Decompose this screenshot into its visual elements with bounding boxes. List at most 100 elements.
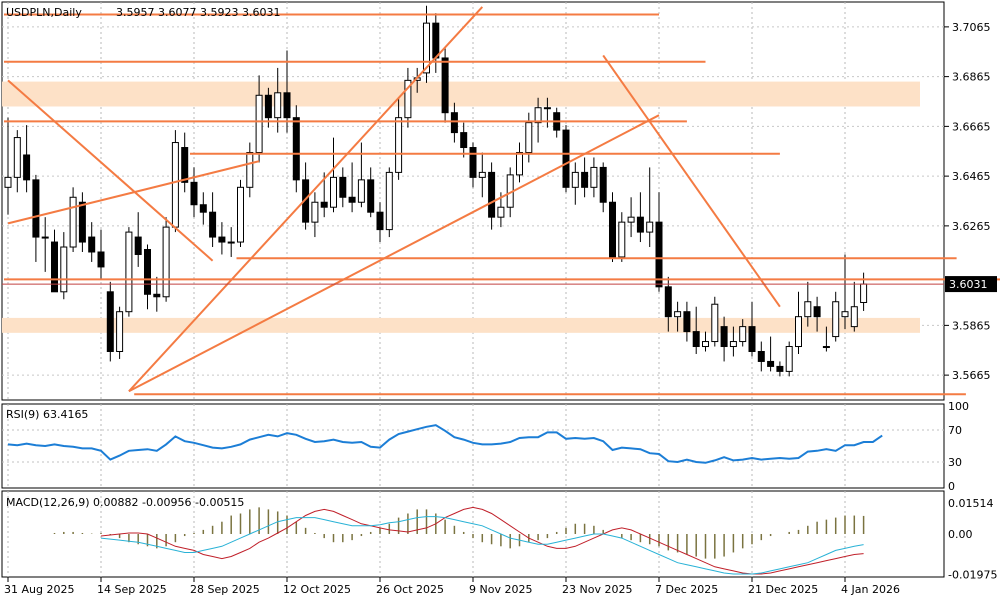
candle-body (4, 176, 12, 188)
y-tick-label: 3.6265 (952, 220, 991, 233)
candle-body (683, 311, 691, 333)
y-tick-label: 3.6865 (952, 71, 991, 84)
candle-body (60, 246, 68, 293)
x-tick-label: 4 Jan 2026 (841, 583, 900, 596)
candle-body (534, 107, 542, 124)
x-tick-label: 31 Aug 2025 (4, 583, 74, 596)
candle-body (292, 117, 300, 181)
supply-demand-zone (2, 317, 920, 333)
candle-body (478, 171, 486, 178)
macd-label: MACD(12,26,9) 0.00882 -0.00956 -0.00515 (6, 496, 244, 509)
candle-body (283, 92, 291, 119)
candle-body (311, 201, 319, 223)
candle-body (227, 241, 235, 244)
candle-body (571, 171, 579, 188)
x-tick-label: 28 Sep 2025 (190, 583, 260, 596)
candle-body (850, 306, 858, 328)
candle-body (339, 176, 347, 198)
macd-tick-label: 0.00 (948, 528, 973, 541)
candle-body (739, 326, 747, 343)
rsi-tick-label: 100 (948, 400, 969, 413)
candle-body (218, 236, 226, 243)
candle-body (32, 179, 40, 238)
y-axis: 3.7065 3.6865 3.6665 3.6465 3.6265 3.5865 3.56… (944, 21, 997, 581)
candle-body (181, 147, 189, 183)
candle-body (692, 331, 700, 348)
candle-body (702, 341, 709, 348)
candle-body (209, 211, 217, 238)
candle-body (41, 236, 49, 239)
candle-body (264, 94, 272, 119)
trend-line (7, 79, 214, 262)
candle-body (646, 221, 654, 233)
rsi-tick-label: 70 (948, 424, 962, 437)
candle-body (134, 236, 142, 255)
candle-body (590, 166, 598, 188)
candle-body (432, 22, 440, 59)
candle-body (636, 216, 644, 233)
x-tick-label: 14 Sep 2025 (97, 583, 167, 596)
rsi-label: RSI(9) 63.4165 (6, 408, 88, 421)
x-tick-label: 12 Oct 2025 (283, 583, 351, 596)
macd-main-line (100, 506, 864, 575)
candle-body (404, 79, 412, 119)
candle-body (841, 311, 849, 318)
rsi-line (7, 424, 883, 464)
candle-body (376, 211, 384, 231)
candle-body (199, 204, 207, 213)
candle-body (97, 251, 105, 268)
candle-body (348, 196, 356, 203)
candle-body (106, 291, 114, 352)
rsi-tick-label: 30 (948, 456, 962, 469)
candle-body (785, 346, 793, 372)
candle-body (767, 360, 775, 367)
candle-body (543, 107, 551, 110)
candle-body (23, 154, 31, 181)
candle-body (860, 283, 868, 303)
candle-body (469, 147, 477, 178)
symbol-label: USDPLN,Daily (6, 6, 82, 19)
candle-body (562, 129, 570, 188)
candle-body (357, 179, 365, 203)
drawings (2, 6, 1000, 396)
y-tick-label: 3.5865 (952, 319, 991, 332)
y-tick-label: 3.5665 (952, 369, 991, 382)
candle-body (664, 286, 672, 318)
macd-tick-label: -0.01975 (948, 568, 997, 581)
trend-line (128, 6, 484, 392)
candle-body (125, 231, 133, 313)
x-tick-label: 9 Nov 2025 (469, 583, 532, 596)
candle-body (274, 92, 282, 119)
macd-tick-label: 0.01514 (948, 497, 994, 510)
x-tick-label: 7 Dec 2025 (655, 583, 718, 596)
candle-body (246, 151, 254, 188)
supply-demand-zone (2, 81, 920, 107)
candle-body (813, 306, 821, 318)
candle-body (822, 346, 830, 349)
candle-body (423, 22, 430, 74)
macd-signal-line (100, 516, 864, 575)
x-axis: 31 Aug 2025 14 Sep 2025 28 Sep 2025 12 Oct … (4, 577, 900, 596)
candle-body (674, 311, 682, 318)
trend-line (7, 160, 260, 225)
candle-body (748, 326, 756, 352)
candle-body (237, 186, 244, 243)
zones (2, 81, 920, 333)
trend-line (602, 54, 781, 308)
ohlc-label: 3.5957 3.6077 3.5923 3.6031 (116, 6, 280, 19)
candle-body (627, 216, 635, 223)
candle-body (51, 241, 58, 293)
y-tick-label: 3.7065 (952, 21, 991, 34)
candle-body (618, 221, 626, 258)
candle-body (190, 181, 198, 206)
candle-body (776, 365, 784, 372)
candle-body (804, 301, 812, 318)
rsi-tick-label: 0 (948, 480, 955, 493)
candle-body (729, 341, 737, 348)
candle-body (460, 132, 468, 149)
x-tick-label: 21 Dec 2025 (748, 583, 818, 596)
candle-body (450, 112, 458, 134)
trend-line (128, 114, 660, 393)
candle-body (385, 171, 393, 231)
